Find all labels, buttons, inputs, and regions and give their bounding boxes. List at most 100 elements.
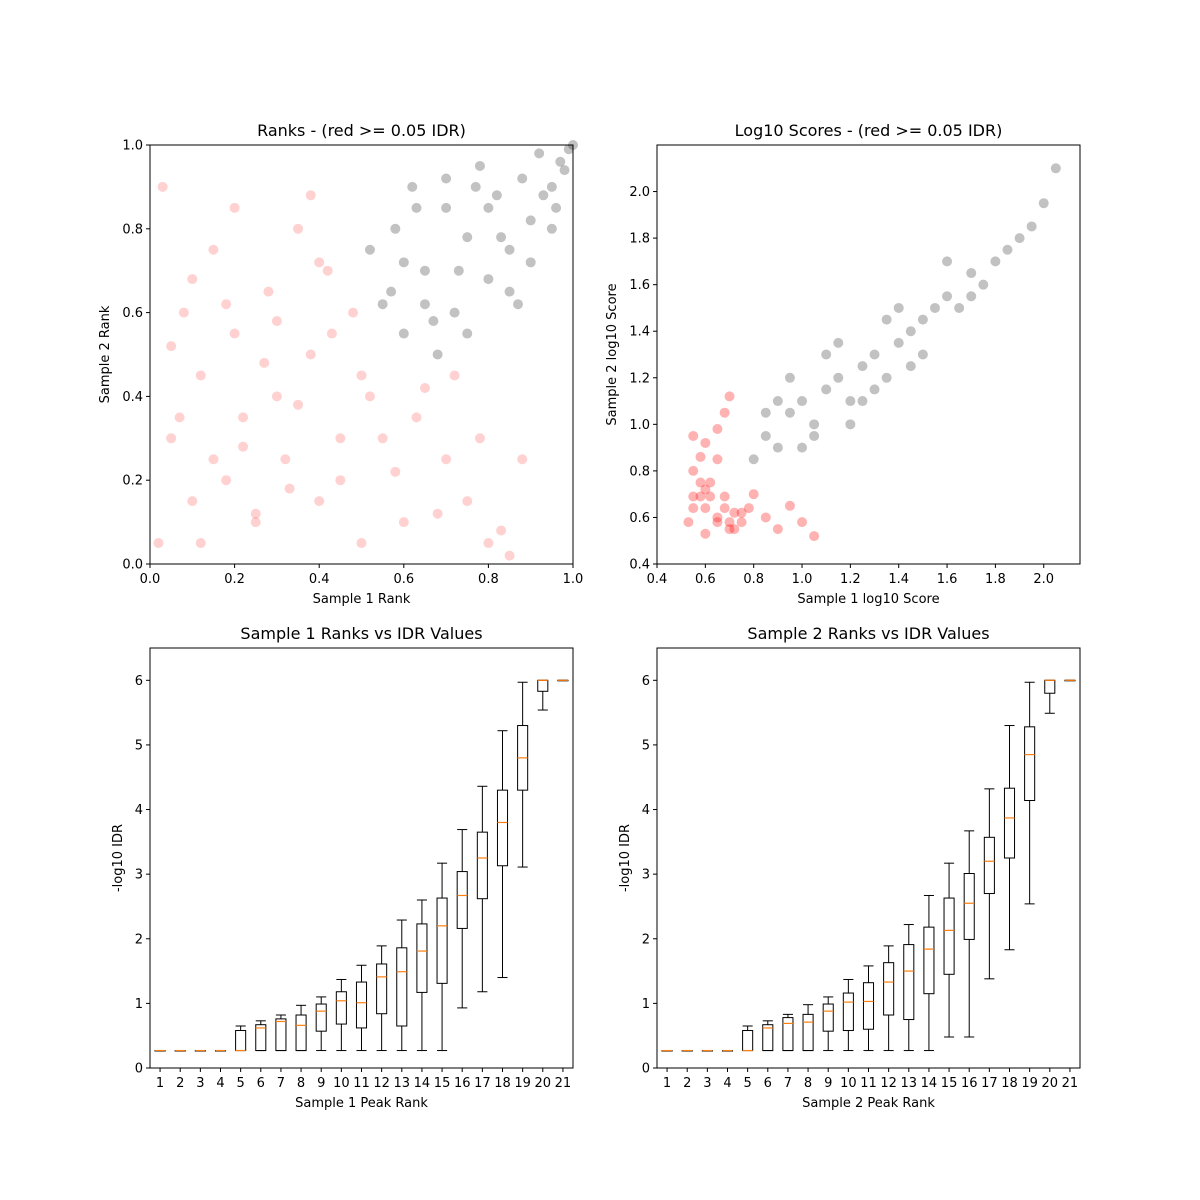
box-rank-8	[295, 1004, 307, 1052]
y-tick-label: 6	[135, 674, 143, 689]
scatter-point	[187, 496, 198, 507]
x-tick-label: 5	[237, 1076, 245, 1091]
box-body	[742, 1030, 754, 1052]
scatter-point	[407, 181, 418, 192]
y-tick-label: 0.8	[629, 464, 650, 479]
box-rank-4	[214, 1049, 227, 1052]
scatter-point	[504, 286, 515, 297]
y-tick-label: 1.2	[629, 371, 650, 386]
box-rank-18	[496, 730, 509, 979]
scatter-point	[809, 531, 820, 542]
scatter-point	[719, 407, 730, 418]
scatter-point	[705, 491, 716, 502]
scatter-point	[966, 268, 977, 279]
scatter-point	[688, 503, 699, 514]
box-body	[782, 1017, 794, 1052]
box-body	[883, 962, 895, 1016]
x-tick-label: 5	[744, 1076, 752, 1091]
box-rank-16	[963, 830, 975, 1038]
scatter-point	[280, 454, 291, 465]
x-tick-label: 2.0	[1033, 572, 1054, 587]
box-rank-1	[661, 1049, 673, 1052]
scatter-point	[398, 257, 409, 268]
scatter-point	[736, 507, 747, 518]
scatter-point	[419, 383, 430, 394]
scatter-point	[166, 433, 177, 444]
scatter-point	[208, 244, 219, 255]
x-tick-label: 4	[723, 1076, 731, 1091]
scatter-point	[712, 517, 723, 528]
box-body	[1003, 787, 1016, 859]
x-tick-label: 0.6	[695, 572, 716, 587]
scatter-point	[208, 454, 219, 465]
box-body	[862, 982, 875, 1030]
y-tick-label: 1.0	[122, 139, 143, 154]
box-rank-9	[315, 996, 327, 1052]
scatter-point	[748, 454, 759, 465]
scatter-point	[496, 525, 507, 536]
scatter-point	[724, 517, 735, 528]
scatter-point	[449, 370, 460, 381]
scatter-point	[250, 508, 261, 519]
y-tick-label: 2	[135, 932, 143, 947]
scatter-point	[760, 512, 771, 523]
scatter-point	[845, 396, 856, 407]
box-rank-2	[174, 1049, 186, 1052]
scatter-point	[942, 291, 953, 302]
x-tick-label: 12	[880, 1076, 897, 1091]
scatter-point	[441, 173, 452, 184]
axes-frame	[656, 144, 1081, 565]
scatter-point	[474, 160, 485, 171]
scatter-point	[386, 286, 397, 297]
scatter-point	[441, 454, 452, 465]
x-tick-label: 10	[333, 1076, 350, 1091]
scatter-point	[322, 265, 333, 276]
x-tick-label: 13	[901, 1076, 918, 1091]
scatter-point	[483, 274, 494, 285]
x-tick-label: 15	[434, 1076, 451, 1091]
scatter-point	[453, 265, 464, 276]
x-tick-label: 3	[703, 1076, 711, 1091]
y-tick-label: 0.8	[122, 222, 143, 237]
scatter-point	[559, 165, 570, 176]
scatter-point	[729, 524, 740, 535]
x-axis-label: Sample 1 Rank	[313, 592, 411, 607]
x-tick-label: 0.8	[478, 572, 499, 587]
scatter-point	[700, 503, 711, 514]
x-tick-label: 10	[840, 1076, 857, 1091]
scatter-point	[821, 349, 832, 360]
scatter-point	[942, 256, 953, 267]
box-body	[335, 991, 347, 1025]
scatter-point	[695, 451, 706, 462]
scatter-point	[229, 328, 240, 339]
scatter-point	[797, 517, 808, 528]
y-tick-label: 2	[642, 932, 650, 947]
scatter-point	[563, 144, 574, 155]
box-body	[476, 831, 488, 900]
scatter-point	[293, 223, 304, 234]
box-rank-2	[681, 1049, 693, 1052]
scatter-point	[428, 315, 439, 326]
box-body	[802, 1013, 814, 1052]
box-body	[822, 1003, 834, 1032]
scatter-point	[432, 508, 443, 519]
scatter-point	[178, 307, 189, 318]
y-tick-label: 0.0	[122, 558, 143, 573]
y-tick-label: 0.6	[122, 306, 143, 321]
scatter-point	[449, 307, 460, 318]
scatter-point	[1014, 233, 1025, 244]
scatter-point	[1050, 163, 1061, 174]
scatter-point	[695, 491, 706, 502]
y-axis-label: -log10 IDR	[618, 824, 633, 892]
scatter-point	[966, 291, 977, 302]
y-tick-label: 5	[135, 738, 143, 753]
y-tick-label: 3	[642, 868, 650, 883]
box-rank-14	[416, 899, 428, 1052]
scatter-point	[398, 517, 409, 528]
scatter-series-2	[364, 140, 578, 360]
scatter-point	[712, 512, 723, 523]
scatter-point	[760, 407, 771, 418]
chart-panel-2: 0.4 0.6 0.8 1.0 1.2 1.4 1.6 1.8 2.0 0.4 0.6 0.8 1.0 1…	[605, 121, 1081, 607]
scatter-point	[356, 370, 367, 381]
scatter-point	[857, 396, 868, 407]
